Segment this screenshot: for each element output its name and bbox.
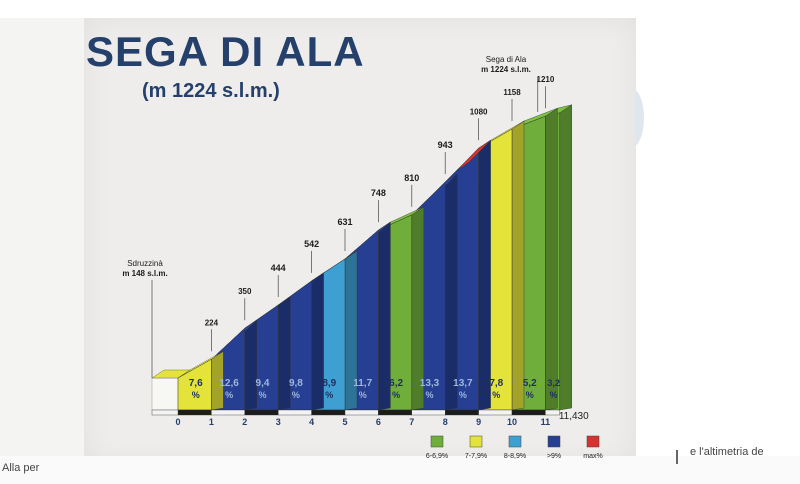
legend-label: >9% [547, 453, 561, 460]
elevation-label: 350 [238, 287, 252, 296]
gradient-unit-12: % [550, 390, 558, 400]
segment-side-9 [478, 139, 491, 411]
elevation-label: 1080 [470, 107, 488, 116]
elevation-label: 224 [205, 318, 219, 327]
legend-swatch [469, 435, 483, 448]
elevation-label: 810 [404, 173, 419, 183]
km-marker-3 [244, 409, 279, 416]
divider-line [676, 450, 678, 464]
gradient-unit-10: % [492, 390, 500, 400]
x-tick-label: 6 [376, 417, 381, 427]
background-text-right: e l'altimetria de [690, 446, 764, 458]
gradient-label-1: 7,6 [189, 378, 203, 389]
gradient-label-10: 7,8 [489, 378, 503, 389]
bottom-strip [0, 456, 800, 484]
gradient-label-2: 12,6 [219, 378, 239, 389]
start-block [151, 377, 179, 411]
x-tick-label: 1 [209, 417, 214, 427]
gradient-unit-9: % [459, 390, 467, 400]
gradient-label-11: 5,2 [523, 378, 537, 389]
gradient-label-3: 9,4 [256, 378, 270, 389]
gradient-unit-4: % [292, 390, 300, 400]
elevation-label: 1158 [503, 88, 521, 97]
background-photo-left [0, 18, 84, 464]
km-marker-10 [478, 409, 513, 416]
elevation-label: 631 [337, 217, 352, 227]
gradient-unit-7: % [392, 390, 400, 400]
end-label-line: Sega di Ala [486, 55, 527, 64]
start-label-line: m 148 s.l.m. [122, 269, 167, 278]
gradient-label-4: 9,8 [289, 378, 303, 389]
km-marker-1 [177, 409, 212, 416]
elevation-label: 943 [438, 140, 453, 150]
elevation-label: 444 [271, 263, 286, 273]
background-text-left: Alla per [2, 462, 40, 474]
gradient-unit-2: % [225, 390, 233, 400]
start-label-line: Sdruzzinà [127, 259, 163, 268]
km-marker-8 [411, 409, 446, 416]
x-tick-label: 5 [342, 417, 347, 427]
gradient-label-12: 3,2 [547, 378, 560, 388]
x-tick-label: 10 [507, 417, 517, 427]
gradient-label-9: 13,7 [453, 378, 473, 389]
km-marker-start [151, 409, 179, 416]
x-end-label: 11,430 [559, 411, 589, 422]
gradient-unit-3: % [258, 390, 266, 400]
gradient-label-8: 13,3 [420, 378, 440, 389]
x-tick-label: 0 [175, 417, 180, 427]
km-marker-2 [211, 409, 245, 416]
legend-swatch [547, 435, 561, 448]
km-marker-7 [378, 409, 412, 416]
km-marker-12 [545, 409, 560, 416]
x-tick-label: 7 [409, 417, 414, 427]
elevation-label: 748 [371, 188, 386, 198]
x-tick-label: 2 [242, 417, 247, 427]
gradient-unit-5: % [325, 390, 333, 400]
gradient-label-5: 8,9 [322, 378, 336, 389]
km-marker-6 [344, 409, 379, 416]
gradient-label-6: 11,7 [353, 378, 372, 389]
legend-label: 8-8,9% [504, 453, 526, 460]
legend-label: 7-7,9% [465, 453, 487, 460]
legend-swatch [430, 435, 444, 448]
max-gradient-highlight [456, 140, 491, 171]
x-tick-label: 9 [476, 417, 481, 427]
end-label-line: m 1224 s.l.m. [481, 65, 531, 74]
km-marker-5 [311, 409, 346, 416]
x-tick-label: 8 [443, 417, 448, 427]
segment-side-11 [545, 107, 558, 411]
gradient-unit-1: % [192, 390, 200, 400]
km-marker-9 [445, 409, 479, 416]
segment-side-8 [445, 173, 458, 411]
gradient-unit-6: % [359, 390, 367, 400]
segment-side-2 [244, 319, 257, 411]
chart-subtitle: (m 1224 s.l.m.) [142, 80, 280, 102]
gradient-label-7: 6,2 [389, 378, 403, 389]
chart-title: SEGA DI ALA [86, 28, 365, 75]
km-marker-11 [511, 409, 546, 416]
elevation-label: 1210 [537, 75, 555, 84]
legend-swatch [508, 435, 522, 448]
segment-side-3 [278, 296, 291, 411]
gradient-unit-8: % [425, 390, 433, 400]
segment-side-10 [511, 120, 525, 411]
x-tick-label: 3 [276, 417, 281, 427]
segment-side-12 [559, 104, 572, 411]
legend-swatch [586, 435, 600, 448]
km-marker-4 [278, 409, 312, 416]
legend-label: 6-6,9% [426, 453, 448, 460]
x-tick-label: 11 [541, 417, 551, 427]
gradient-unit-11: % [526, 390, 534, 400]
legend-label: max% [583, 453, 602, 460]
segment-side-4 [311, 272, 324, 411]
elevation-label: 542 [304, 239, 319, 249]
x-tick-label: 4 [309, 417, 314, 427]
